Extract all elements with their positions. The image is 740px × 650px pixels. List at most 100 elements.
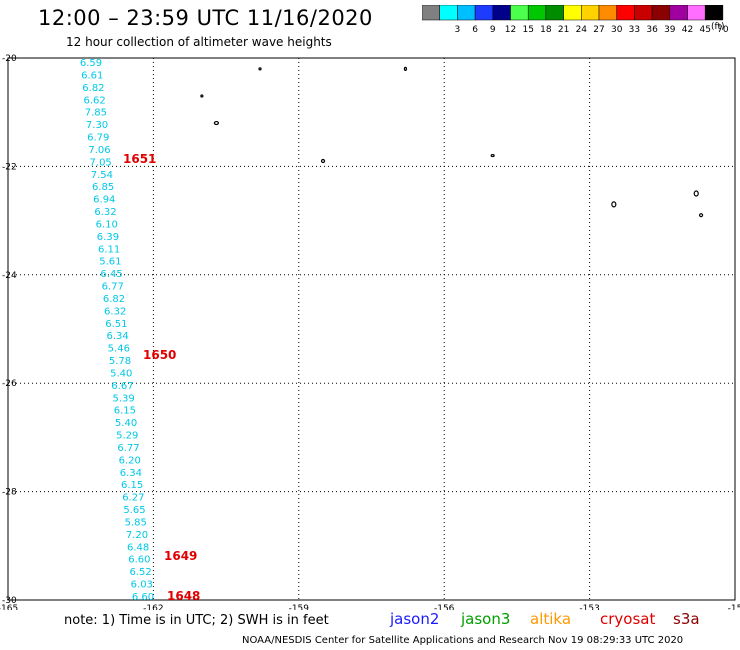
y-tick-label: -24 — [2, 271, 17, 281]
colorbar-label: 6 — [472, 25, 478, 35]
colorbar-units: (ft) — [711, 22, 725, 32]
page-subtitle: 12 hour collection of altimeter wave hei… — [66, 35, 332, 49]
map-frame — [7, 57, 736, 601]
wave-height-label: 6.27 — [122, 493, 144, 504]
wave-height-label: 6.34 — [120, 468, 142, 479]
wave-height-label: 6.32 — [104, 306, 126, 317]
island-outline — [403, 66, 408, 71]
wave-height-label: 6.11 — [98, 244, 120, 255]
wave-height-map: -165 -162 -159 -156 -153 -15 -20 -22 -24 -26 -28 -3… — [0, 54, 740, 610]
wave-height-label: 6.79 — [87, 133, 109, 144]
colorbar-label: 3 — [455, 25, 461, 35]
colorbar-label: 9 — [490, 25, 496, 35]
colorbar-label: 15 — [522, 25, 533, 35]
wave-height-label: 6.82 — [103, 294, 125, 305]
wave-height-label: 7.30 — [86, 120, 108, 131]
wave-height-label: 7.54 — [91, 170, 113, 181]
wave-height-label: 6.62 — [83, 95, 105, 106]
wave-height-label: 6.39 — [97, 232, 119, 243]
colorbar-legend: 3 6 9 12 15 18 21 24 27 30 33 36 39 42 45 70 — [422, 5, 729, 35]
island-outline — [200, 94, 204, 98]
wave-height-label: 6.32 — [94, 207, 116, 218]
wave-height-label: 5.85 — [125, 517, 147, 528]
time-label: 1651 — [123, 152, 156, 166]
wave-height-label: 5.78 — [109, 356, 131, 367]
wave-height-label: 6.67 — [111, 381, 133, 392]
colorbar-label: 45 — [699, 25, 710, 35]
wave-height-label: 6.15 — [121, 480, 143, 491]
wave-height-label: 6.45 — [100, 269, 122, 280]
wave-height-label: 6.48 — [127, 542, 149, 553]
island-outline — [320, 158, 326, 164]
credit-footer: NOAA/NESDIS Center for Satellite Applica… — [242, 635, 684, 646]
x-tick-label: -153 — [579, 604, 599, 610]
colorbar-label: 18 — [540, 25, 552, 35]
page-title: 12:00 – 23:59 UTC 11/16/2020 — [38, 6, 373, 30]
wave-height-label: 6.10 — [96, 219, 118, 230]
colorbar-label: 42 — [682, 25, 693, 35]
note-text: note: 1) Time is in UTC; 2) SWH is in fe… — [64, 613, 329, 628]
legend-jason2: jason2 — [390, 610, 440, 628]
legend-altika: altika — [530, 610, 572, 628]
wave-height-label: 7.06 — [88, 145, 110, 156]
colorbar-label: 12 — [505, 25, 516, 35]
colorbar-label: 30 — [611, 25, 623, 35]
wave-height-label: 6.60 — [132, 592, 154, 603]
wave-height-label: 6.60 — [128, 555, 150, 566]
island-outline — [693, 190, 699, 197]
wave-height-label: 7.85 — [85, 108, 107, 119]
wave-height-labels: 6.596.616.826.627.857.306.797.067.057.54… — [80, 58, 154, 603]
legend-s3a: s3a — [673, 610, 700, 628]
colorbar-label: 24 — [576, 25, 588, 35]
wave-height-label: 6.20 — [119, 455, 141, 466]
y-tick-label: -20 — [2, 54, 17, 64]
colorbar-label: 21 — [558, 25, 569, 35]
x-tick-label: -165 — [0, 604, 18, 610]
time-labels: 1651 1650 1649 1648 — [123, 152, 200, 603]
island-outlines — [200, 66, 704, 218]
time-label: 1649 — [164, 549, 197, 563]
wave-height-label: 6.85 — [92, 182, 114, 193]
wave-height-label: 6.52 — [129, 567, 151, 578]
axis-ticks: -165 -162 -159 -156 -153 -15 -20 -22 -24 -26 -28 -3… — [0, 54, 740, 610]
colorbar-label: 39 — [664, 25, 676, 35]
x-tick-label: -162 — [143, 604, 163, 610]
wave-height-label: 5.29 — [116, 431, 138, 442]
colorbar-label: 33 — [629, 25, 640, 35]
legend-cryosat: cryosat — [600, 610, 656, 628]
time-label: 1648 — [167, 589, 200, 603]
colorbar-label: 70 — [717, 25, 729, 35]
x-tick-label: -15 — [728, 604, 740, 610]
wave-height-label: 5.39 — [113, 393, 135, 404]
island-outline — [490, 153, 495, 158]
map-grid — [7, 57, 736, 601]
wave-height-label: 6.51 — [105, 319, 127, 330]
x-tick-label: -156 — [434, 604, 455, 610]
island-outline — [611, 201, 617, 208]
y-tick-label: -30 — [2, 596, 17, 606]
wave-height-label: 6.34 — [106, 331, 128, 342]
wave-height-label: 6.82 — [82, 83, 104, 94]
wave-height-label: 7.20 — [126, 530, 148, 541]
x-tick-label: -159 — [289, 604, 310, 610]
y-tick-label: -22 — [2, 162, 17, 172]
wave-height-label: 5.46 — [108, 344, 130, 355]
island-outline — [698, 213, 704, 218]
wave-height-label: 6.03 — [131, 580, 153, 591]
wave-height-label: 6.77 — [102, 282, 124, 293]
legend-jason3: jason3 — [461, 610, 511, 628]
colorbar-label: 27 — [593, 25, 604, 35]
colorbar-swatch — [704, 5, 724, 21]
wave-height-label: 5.40 — [115, 418, 137, 429]
wave-height-label: 5.40 — [110, 368, 132, 379]
island-outline — [258, 67, 262, 71]
wave-height-label: 6.15 — [114, 406, 136, 417]
wave-height-label: 6.61 — [81, 70, 103, 81]
colorbar-label: 36 — [646, 25, 658, 35]
y-tick-label: -26 — [2, 379, 17, 389]
wave-height-label: 5.61 — [99, 257, 121, 268]
wave-height-label: 6.94 — [93, 195, 115, 206]
wave-height-label: 5.65 — [123, 505, 145, 516]
wave-height-label: 7.05 — [90, 157, 112, 168]
y-tick-label: -28 — [2, 488, 17, 498]
